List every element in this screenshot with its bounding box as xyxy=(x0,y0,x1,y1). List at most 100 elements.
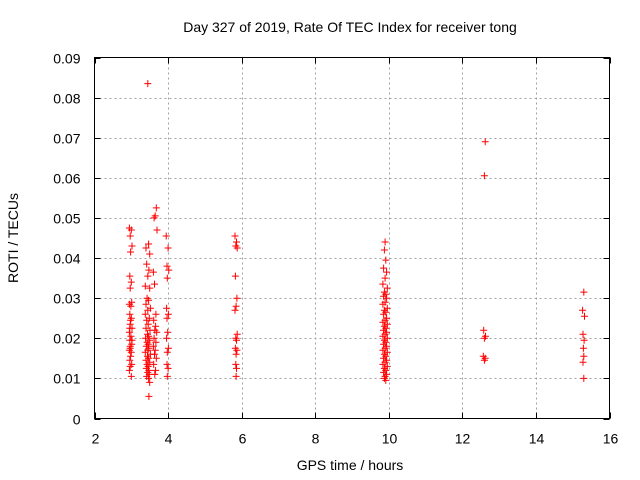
data-point xyxy=(580,336,588,344)
x-tick-label: 6 xyxy=(239,431,247,447)
x-tick-label: 4 xyxy=(165,431,173,447)
plot-frame xyxy=(94,57,610,419)
y-tick-label: 0 xyxy=(73,412,81,428)
data-point xyxy=(162,232,170,240)
data-point xyxy=(146,250,154,258)
data-point xyxy=(127,226,135,234)
data-point xyxy=(142,324,150,332)
data-point xyxy=(163,372,171,380)
data-point xyxy=(149,342,157,350)
data-point xyxy=(164,364,172,372)
y-tick-label: 0.01 xyxy=(53,371,80,387)
data-point xyxy=(142,334,150,342)
data-point xyxy=(150,316,158,324)
data-point xyxy=(164,328,172,336)
data-point xyxy=(380,264,388,272)
data-point xyxy=(127,316,135,324)
data-point xyxy=(153,328,161,336)
data-point xyxy=(144,306,152,314)
data-point xyxy=(152,204,160,212)
data-point xyxy=(164,344,172,352)
data-point xyxy=(580,374,588,382)
y-tick-label: 0.09 xyxy=(53,51,80,67)
data-point xyxy=(231,232,239,240)
data-point xyxy=(126,362,134,370)
data-point xyxy=(152,366,160,374)
data-point xyxy=(145,374,153,382)
data-point xyxy=(163,304,171,312)
x-axis-label: GPS time / hours xyxy=(297,457,404,473)
data-point xyxy=(233,294,241,302)
data-point xyxy=(126,310,134,318)
data-point xyxy=(382,376,390,384)
y-tick-label: 0.02 xyxy=(53,331,80,347)
x-tick-label: 8 xyxy=(312,431,320,447)
data-point xyxy=(164,244,172,252)
x-tick-label: 16 xyxy=(603,431,619,447)
y-axis-tick-labels: 0 0.01 0.02 0.03 0.04 0.05 0.06 0.07 0.08 0.09 xyxy=(53,51,80,428)
data-point xyxy=(146,378,154,386)
data-point xyxy=(126,272,134,280)
data-point xyxy=(141,282,149,290)
x-tick-label: 12 xyxy=(455,431,471,447)
data-point xyxy=(145,296,153,304)
data-point xyxy=(163,274,171,282)
data-point xyxy=(381,274,389,282)
data-point xyxy=(152,338,160,346)
data-point xyxy=(581,312,588,320)
data-point xyxy=(232,350,240,358)
data-point xyxy=(163,262,171,270)
data-point xyxy=(146,284,154,292)
data-point xyxy=(151,350,158,358)
data-point xyxy=(380,246,388,254)
data-point xyxy=(233,336,240,344)
data-point xyxy=(233,244,241,252)
data-point xyxy=(382,256,390,264)
data-point xyxy=(379,280,387,288)
data-point xyxy=(142,244,150,252)
data-point xyxy=(231,272,239,280)
data-point xyxy=(128,336,136,344)
data-point xyxy=(379,346,387,354)
data-point xyxy=(163,314,171,322)
data-point xyxy=(152,354,160,362)
y-tick-label: 0.05 xyxy=(53,211,80,227)
data-point xyxy=(480,172,488,180)
data-point xyxy=(381,238,389,246)
data-point xyxy=(143,316,151,324)
x-tick-label: 2 xyxy=(92,431,100,447)
data-point xyxy=(150,334,158,342)
data-point xyxy=(379,318,387,326)
data-point xyxy=(165,266,173,274)
data-point xyxy=(233,346,241,354)
data-point xyxy=(152,322,160,330)
data-point xyxy=(481,138,489,146)
data-point xyxy=(163,334,171,342)
data-point xyxy=(142,300,150,308)
data-point xyxy=(141,310,149,318)
data-point xyxy=(144,320,152,328)
y-tick-label: 0.07 xyxy=(53,131,80,147)
data-point xyxy=(379,332,387,340)
data-point xyxy=(144,80,152,88)
data-point xyxy=(151,280,158,288)
data-point xyxy=(127,248,135,256)
data-point xyxy=(153,226,161,234)
data-point xyxy=(480,326,488,334)
data-point xyxy=(232,360,240,368)
data-point xyxy=(231,306,239,314)
data-point xyxy=(379,360,387,368)
data-point xyxy=(127,352,135,360)
data-point xyxy=(379,300,387,308)
data-point xyxy=(151,346,159,354)
data-point xyxy=(141,348,149,356)
data-point xyxy=(164,310,172,318)
data-point xyxy=(126,342,134,350)
x-axis-tick-labels: 2 4 6 8 10 12 14 16 xyxy=(92,431,619,447)
data-point xyxy=(580,288,588,296)
y-tick-label: 0.08 xyxy=(53,91,80,107)
data-point xyxy=(151,370,159,378)
data-point xyxy=(383,294,391,302)
grid-lines xyxy=(94,57,610,419)
